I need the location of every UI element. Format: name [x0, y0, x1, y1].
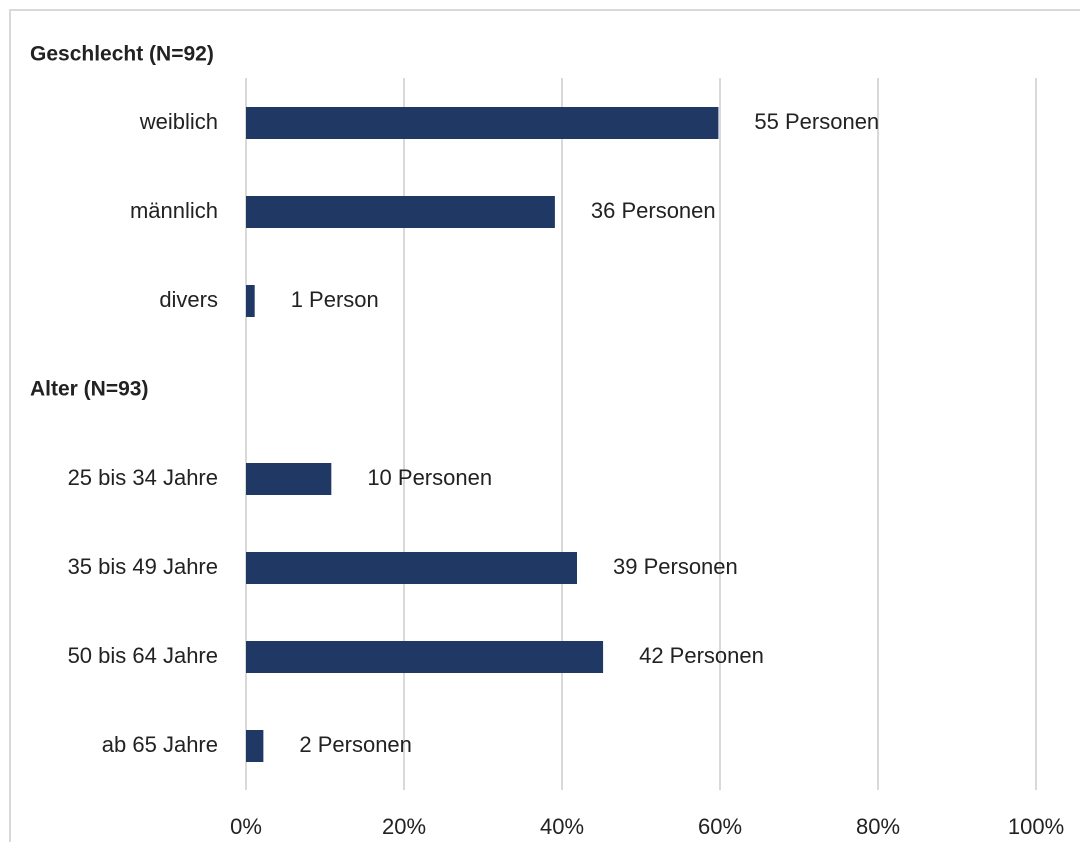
bar	[246, 552, 578, 584]
chart-border	[9, 9, 1080, 842]
x-tick-label: 20%	[382, 814, 426, 839]
bar	[246, 107, 719, 139]
annotation: 39 Personen	[613, 554, 738, 579]
annotation: 2 Personen	[299, 732, 412, 757]
group-header: Alter (N=93)	[30, 378, 148, 401]
bar	[246, 285, 255, 317]
annotation: 1 Person	[291, 287, 379, 312]
y-tick-label: männlich	[130, 198, 218, 223]
annotation: 10 Personen	[367, 465, 492, 490]
x-tick-label: 100%	[1008, 814, 1064, 839]
x-tick-label: 60%	[698, 814, 742, 839]
x-tick-label: 0%	[230, 814, 262, 839]
annotation: 42 Personen	[639, 643, 764, 668]
y-tick-label: 25 bis 34 Jahre	[68, 465, 218, 490]
x-tick-label: 40%	[540, 814, 584, 839]
y-tick-label: ab 65 Jahre	[102, 732, 218, 757]
bar	[246, 641, 604, 673]
bar	[246, 463, 332, 495]
y-tick-label: 50 bis 64 Jahre	[68, 643, 218, 668]
y-tick-label: divers	[159, 287, 218, 312]
y-tick-label: 35 bis 49 Jahre	[68, 554, 218, 579]
y-tick-label: weiblich	[139, 109, 218, 134]
annotation: 36 Personen	[591, 198, 716, 223]
group-header: Geschlecht (N=92)	[30, 43, 214, 66]
x-tick-label: 80%	[856, 814, 900, 839]
bar	[246, 196, 555, 228]
annotation: 55 Personen	[754, 109, 879, 134]
bar	[246, 730, 264, 762]
